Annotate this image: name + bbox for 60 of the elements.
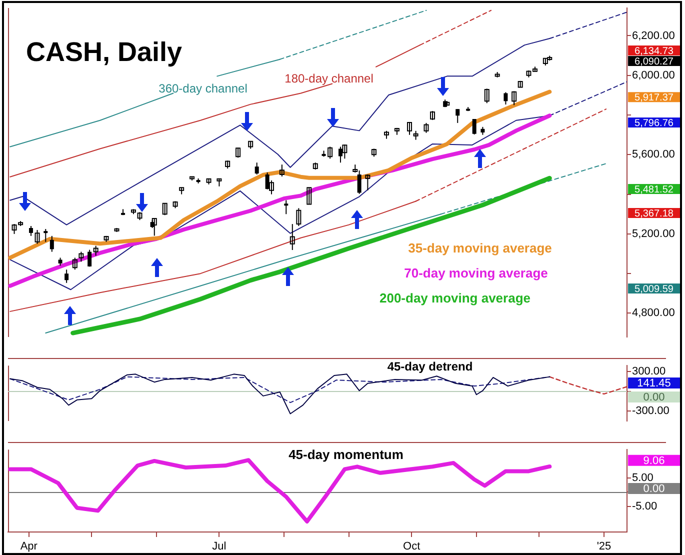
text: 70-day moving average [404,266,548,281]
candlestick [93,245,98,256]
x-tick-label: Apr [20,540,38,553]
text: 5,481.52 [634,184,674,196]
y-tick-label: 5,600.00 [632,148,675,161]
x-tick-label: Jul [212,540,226,553]
candlestick [44,228,48,242]
candlestick [407,121,412,136]
text: 6,134.73 [634,46,674,57]
text: 141.45 [637,378,671,390]
candlestick [34,229,40,244]
y-tick-label: -300.00 [632,405,670,418]
text: 5,796.76 [634,118,674,129]
text: 35-day moving average [408,240,552,256]
x-tick-label: Oct [403,540,420,553]
text: 0.00 [643,392,665,404]
text: 0.00 [643,483,665,496]
candlestick [365,174,370,191]
candlestick [50,235,54,252]
chart-title: 45-day momentum [288,447,404,462]
text: 5,917.37 [634,92,674,104]
candlestick [236,147,241,158]
candlestick [88,249,92,268]
candlestick [424,122,429,134]
chart-title: 45-day detrend [387,359,473,374]
candlestick [456,108,460,124]
y-tick-label: 5.00 [632,472,654,484]
y-tick-label: 6,000.00 [632,69,675,82]
y-tick-label: 4,800.00 [632,307,675,320]
y-tick-label: 5,200.00 [632,228,675,240]
y-tick-label: -5.00 [632,500,658,512]
candlestick [162,202,168,216]
candlestick [254,162,259,175]
text: 9.06 [643,454,665,467]
text: 6,090.27 [634,56,674,68]
candlestick [306,186,312,205]
candlestick [504,92,508,106]
candlestick [284,200,288,215]
candlestick [72,257,78,270]
candlestick [78,251,84,262]
text: 5,367.18 [634,208,674,220]
text: 5,009.59 [634,284,674,295]
text: 200-day moving average [379,290,531,306]
candlestick [484,88,490,104]
series-label: 180-day channel [284,71,374,86]
candlestick [472,118,476,135]
candlestick [512,90,517,106]
candlestick [338,146,343,164]
candlestick [342,144,348,160]
candlestick [29,226,34,236]
candlestick [296,208,302,227]
series-label: 360-day channel [158,81,248,96]
line-series [549,376,627,395]
y-tick-label: 6,200.00 [632,30,675,42]
candlestick [290,224,295,250]
candlestick [279,164,284,177]
candlestick [64,269,69,284]
y-tick-label: 300.00 [632,366,666,378]
text: CASH, Daily [26,36,182,67]
x-tick-label: '25 [596,540,612,553]
